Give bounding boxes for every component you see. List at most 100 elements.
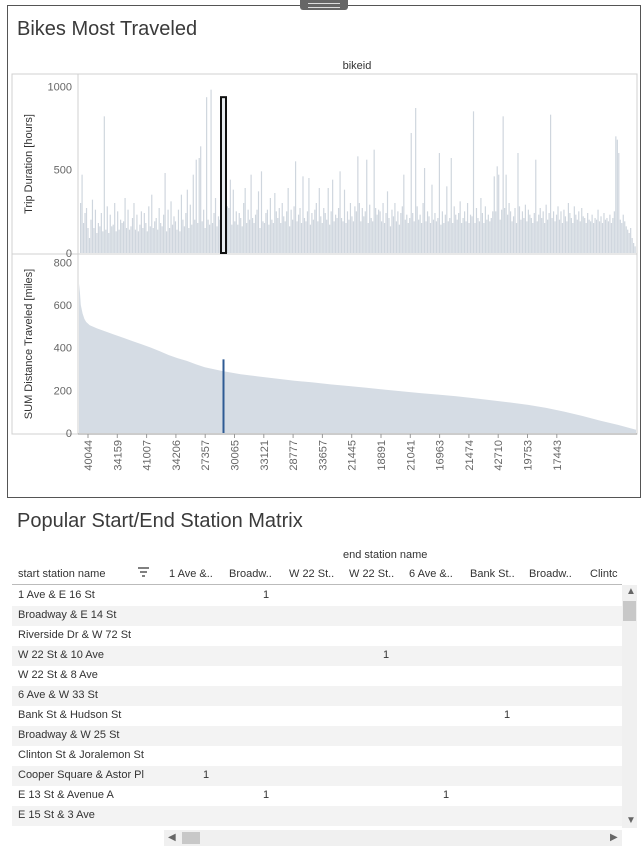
- duration-bar: [93, 228, 95, 253]
- sort-descending-icon[interactable]: [137, 565, 151, 582]
- duration-bar: [123, 221, 125, 253]
- matrix-row[interactable]: 1 Ave & E 16 St 1: [12, 586, 622, 606]
- scroll-up-icon[interactable]: ▲: [626, 586, 636, 597]
- duration-bar: [324, 213, 326, 253]
- duration-bar: [415, 108, 417, 253]
- duration-bar: [191, 224, 193, 253]
- distance-area: [79, 283, 636, 433]
- duration-bar: [507, 214, 509, 253]
- duration-bar: [134, 229, 137, 253]
- duration-bar: [163, 214, 165, 253]
- matrix-cell-value[interactable]: 1: [443, 789, 450, 801]
- duration-bar: [370, 218, 372, 253]
- duration-bar: [297, 214, 300, 253]
- matrix-row[interactable]: E 13 St & Avenue A 1 1: [12, 786, 622, 806]
- scroll-left-icon[interactable]: ◀: [168, 832, 176, 843]
- duration-bar: [278, 208, 280, 253]
- duration-bar: [182, 219, 184, 253]
- matrix-row[interactable]: Broadway & W 25 St: [12, 726, 622, 746]
- duration-bar: [487, 214, 489, 253]
- duration-bar: [340, 218, 343, 253]
- duration-bar: [444, 214, 446, 253]
- end-station-column-header[interactable]: W 22 St..: [349, 568, 395, 580]
- matrix-cell-value[interactable]: 1: [504, 709, 511, 721]
- x-tick-label: 16963: [435, 440, 447, 471]
- duration-bar: [456, 219, 458, 253]
- end-station-column-header[interactable]: 1 Ave &..: [169, 568, 213, 580]
- matrix-cell-value[interactable]: 1: [203, 769, 210, 781]
- duration-bar: [535, 159, 537, 253]
- duration-bar: [284, 221, 286, 253]
- duration-bar: [103, 116, 105, 253]
- duration-bar: [572, 223, 574, 253]
- duration-bar: [259, 228, 261, 253]
- end-station-column-header[interactable]: W 22 St..: [289, 568, 335, 580]
- matrix-cell-value[interactable]: 1: [263, 589, 270, 601]
- start-station-label: E 13 St & Avenue A: [18, 789, 114, 801]
- end-station-column-header[interactable]: Clintc: [590, 568, 618, 580]
- duration-bar: [96, 233, 98, 253]
- duration-bar: [474, 223, 476, 253]
- matrix-row[interactable]: E 15 St & 3 Ave: [12, 806, 622, 826]
- duration-bar: [464, 211, 466, 253]
- y-tick-label: 0: [66, 428, 72, 440]
- scroll-down-icon[interactable]: ▼: [626, 815, 636, 826]
- matrix-row[interactable]: Riverside Dr & W 72 St: [12, 626, 622, 646]
- duration-bar: [369, 204, 371, 253]
- matrix-row[interactable]: W 22 St & 8 Ave: [12, 666, 622, 686]
- duration-bar: [360, 221, 362, 253]
- duration-bar: [355, 211, 357, 253]
- duration-bar: [217, 216, 220, 253]
- bikeid-x-ticks: 40044 34159 41007 34206 27357 30065 33121 28777…: [83, 434, 564, 471]
- duration-bar: [438, 153, 440, 253]
- scroll-right-icon[interactable]: ▶: [610, 832, 618, 843]
- horizontal-scroll-thumb[interactable]: [182, 832, 200, 844]
- duration-bar: [538, 214, 540, 253]
- end-station-column-header[interactable]: Broadw..: [229, 568, 272, 580]
- duration-bar: [118, 229, 120, 253]
- duration-bar: [173, 216, 175, 253]
- duration-bar: [82, 223, 85, 253]
- duration-bar: [545, 204, 547, 253]
- duration-bar: [277, 218, 279, 253]
- duration-bar: [257, 191, 260, 253]
- duration-bar: [603, 213, 605, 253]
- x-tick-label: 34159: [112, 440, 124, 471]
- duration-bar: [569, 213, 571, 253]
- duration-bar: [612, 218, 614, 253]
- drag-handle-icon[interactable]: [300, 0, 348, 10]
- matrix-row[interactable]: Clinton St & Joralemon St: [12, 746, 622, 766]
- matrix-row[interactable]: W 22 St & 10 Ave 1: [12, 646, 622, 666]
- duration-bar: [165, 231, 168, 253]
- matrix-cell-value[interactable]: 1: [263, 789, 270, 801]
- duration-bar: [441, 211, 443, 253]
- matrix-row[interactable]: 6 Ave & W 33 St: [12, 686, 622, 706]
- matrix-row[interactable]: Cooper Square & Astor Pl 1: [12, 766, 622, 786]
- vertical-scroll-thumb[interactable]: [623, 601, 636, 621]
- duration-bar: [400, 213, 402, 253]
- duration-bar: [108, 233, 110, 253]
- matrix-row[interactable]: Bank St & Hudson St 1: [12, 706, 622, 726]
- duration-bar: [536, 221, 538, 253]
- matrix-cell-value[interactable]: 1: [383, 649, 390, 661]
- duration-bar: [380, 221, 383, 253]
- end-station-column-header[interactable]: Broadw..: [529, 568, 572, 580]
- duration-bar: [299, 208, 301, 253]
- duration-bar: [462, 218, 464, 253]
- horizontal-scrollbar[interactable]: [164, 830, 622, 846]
- duration-bar: [160, 223, 162, 253]
- vertical-scrollbar[interactable]: [622, 585, 637, 828]
- end-station-column-header[interactable]: Bank St..: [470, 568, 515, 580]
- duration-bar: [80, 203, 82, 253]
- matrix-row[interactable]: Broadway & E 14 St: [12, 606, 622, 626]
- duration-bar: [133, 203, 135, 253]
- end-station-column-header[interactable]: 6 Ave &..: [409, 568, 453, 580]
- duration-bar: [332, 179, 334, 253]
- duration-bar: [357, 156, 359, 253]
- duration-bar: [106, 206, 108, 253]
- duration-y-ticks: 1000 500 0: [48, 81, 72, 260]
- duration-bar: [492, 211, 494, 253]
- start-station-header[interactable]: start station name: [18, 568, 106, 580]
- duration-bar: [490, 218, 492, 253]
- duration-bar: [466, 203, 469, 253]
